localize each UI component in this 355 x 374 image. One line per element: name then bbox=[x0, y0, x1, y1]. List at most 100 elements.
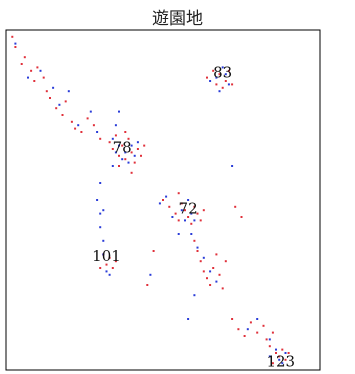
data-point-s0-6 bbox=[36, 66, 39, 69]
data-point-s0-57 bbox=[199, 260, 202, 263]
data-point-s1-57 bbox=[187, 318, 190, 320]
data-point-s1-22 bbox=[218, 90, 221, 93]
data-point-s0-46 bbox=[180, 202, 183, 205]
data-point-s0-67 bbox=[105, 263, 108, 266]
data-point-s0-31 bbox=[124, 131, 127, 133]
data-point-s1-53 bbox=[281, 362, 284, 365]
data-point-s0-81 bbox=[275, 352, 277, 354]
data-point-s0-73 bbox=[237, 328, 240, 331]
data-point-s1-32 bbox=[193, 219, 196, 222]
data-point-s1-37 bbox=[102, 239, 105, 242]
data-point-s0-0 bbox=[11, 35, 14, 38]
data-point-s0-29 bbox=[140, 154, 142, 157]
data-point-s0-58 bbox=[202, 270, 205, 273]
data-point-s0-10 bbox=[55, 107, 58, 110]
data-point-s1-56 bbox=[193, 294, 196, 297]
data-point-s1-17 bbox=[111, 165, 114, 167]
data-point-s1-18 bbox=[136, 141, 139, 144]
data-point-s0-8 bbox=[45, 90, 48, 93]
data-point-s1-9 bbox=[111, 137, 114, 140]
data-point-s0-78 bbox=[265, 338, 268, 341]
data-point-s1-4 bbox=[58, 103, 61, 106]
data-point-s0-53 bbox=[202, 209, 205, 212]
data-point-s0-11 bbox=[61, 114, 64, 116]
data-point-s0-54 bbox=[177, 192, 180, 195]
data-point-s0-1 bbox=[14, 46, 17, 48]
data-point-s0-45 bbox=[177, 219, 180, 222]
data-point-s0-17 bbox=[92, 124, 95, 127]
data-point-s0-21 bbox=[114, 134, 117, 137]
cluster-label-0: 83 bbox=[213, 64, 232, 82]
data-point-s1-16 bbox=[133, 154, 136, 157]
data-point-s1-26 bbox=[158, 202, 161, 205]
data-point-s1-34 bbox=[96, 199, 99, 201]
cluster-label-1: 78 bbox=[113, 138, 132, 156]
data-point-s0-3 bbox=[23, 56, 26, 59]
data-point-s0-62 bbox=[215, 253, 218, 256]
data-point-s1-3 bbox=[52, 86, 55, 89]
data-point-s0-82 bbox=[278, 355, 281, 358]
data-point-s1-28 bbox=[171, 216, 174, 218]
data-point-s1-14 bbox=[127, 161, 130, 164]
data-point-s1-47 bbox=[215, 280, 218, 283]
data-point-s1-52 bbox=[278, 358, 281, 361]
data-point-s0-79 bbox=[268, 345, 271, 348]
data-point-s0-76 bbox=[256, 331, 259, 334]
data-point-s1-38 bbox=[102, 253, 105, 256]
data-point-s0-85 bbox=[287, 352, 290, 354]
data-point-s1-20 bbox=[209, 80, 212, 82]
data-point-s0-5 bbox=[33, 80, 36, 82]
data-point-s1-45 bbox=[202, 256, 205, 259]
data-point-s0-22 bbox=[118, 154, 120, 157]
chart-title: 遊園地 bbox=[152, 9, 203, 29]
data-point-s0-70 bbox=[114, 260, 117, 263]
data-point-s0-30 bbox=[118, 165, 120, 167]
data-point-s0-50 bbox=[193, 205, 196, 208]
points-layer bbox=[11, 35, 290, 365]
data-point-s1-60 bbox=[118, 110, 120, 113]
data-point-s0-47 bbox=[184, 209, 186, 212]
data-point-s0-49 bbox=[190, 222, 193, 225]
data-point-s0-74 bbox=[243, 335, 246, 337]
data-point-s0-52 bbox=[199, 219, 202, 222]
data-point-s0-42 bbox=[162, 199, 164, 201]
data-point-s0-88 bbox=[240, 216, 243, 218]
data-point-s0-64 bbox=[221, 287, 224, 290]
data-point-s0-34 bbox=[206, 76, 208, 79]
data-point-s1-1 bbox=[27, 76, 29, 79]
data-point-s1-7 bbox=[89, 110, 92, 113]
data-point-s1-31 bbox=[190, 212, 193, 215]
data-point-s0-9 bbox=[49, 97, 51, 99]
data-point-s1-42 bbox=[102, 209, 105, 212]
data-point-s1-41 bbox=[99, 182, 102, 184]
data-point-s1-51 bbox=[275, 348, 277, 351]
data-point-s1-58 bbox=[149, 273, 152, 276]
data-point-s1-30 bbox=[184, 219, 186, 222]
data-point-s0-61 bbox=[212, 267, 215, 269]
data-point-s0-83 bbox=[281, 348, 284, 351]
data-point-s0-69 bbox=[111, 267, 114, 269]
data-point-s1-21 bbox=[215, 76, 218, 79]
data-point-s1-6 bbox=[77, 124, 80, 127]
data-point-s0-12 bbox=[64, 100, 67, 103]
data-point-s0-2 bbox=[20, 63, 23, 65]
data-point-s0-89 bbox=[152, 250, 155, 252]
cluster-label-3: 101 bbox=[92, 247, 121, 265]
data-point-s0-86 bbox=[271, 362, 274, 365]
data-point-s1-24 bbox=[227, 83, 230, 86]
data-point-s0-39 bbox=[224, 80, 227, 82]
data-point-s1-33 bbox=[187, 199, 190, 201]
data-point-s0-55 bbox=[193, 239, 196, 242]
data-point-s0-56 bbox=[196, 250, 199, 252]
cluster-label-4: 123 bbox=[266, 353, 295, 371]
cluster-label-2: 72 bbox=[179, 200, 198, 218]
data-point-s1-0 bbox=[14, 42, 17, 45]
data-point-s0-60 bbox=[209, 284, 212, 286]
data-point-s1-39 bbox=[105, 270, 108, 273]
data-point-s1-49 bbox=[256, 318, 259, 320]
data-point-s0-16 bbox=[86, 117, 89, 120]
data-point-s0-25 bbox=[127, 137, 130, 140]
data-point-s0-48 bbox=[187, 216, 190, 218]
data-point-s0-28 bbox=[136, 148, 139, 150]
